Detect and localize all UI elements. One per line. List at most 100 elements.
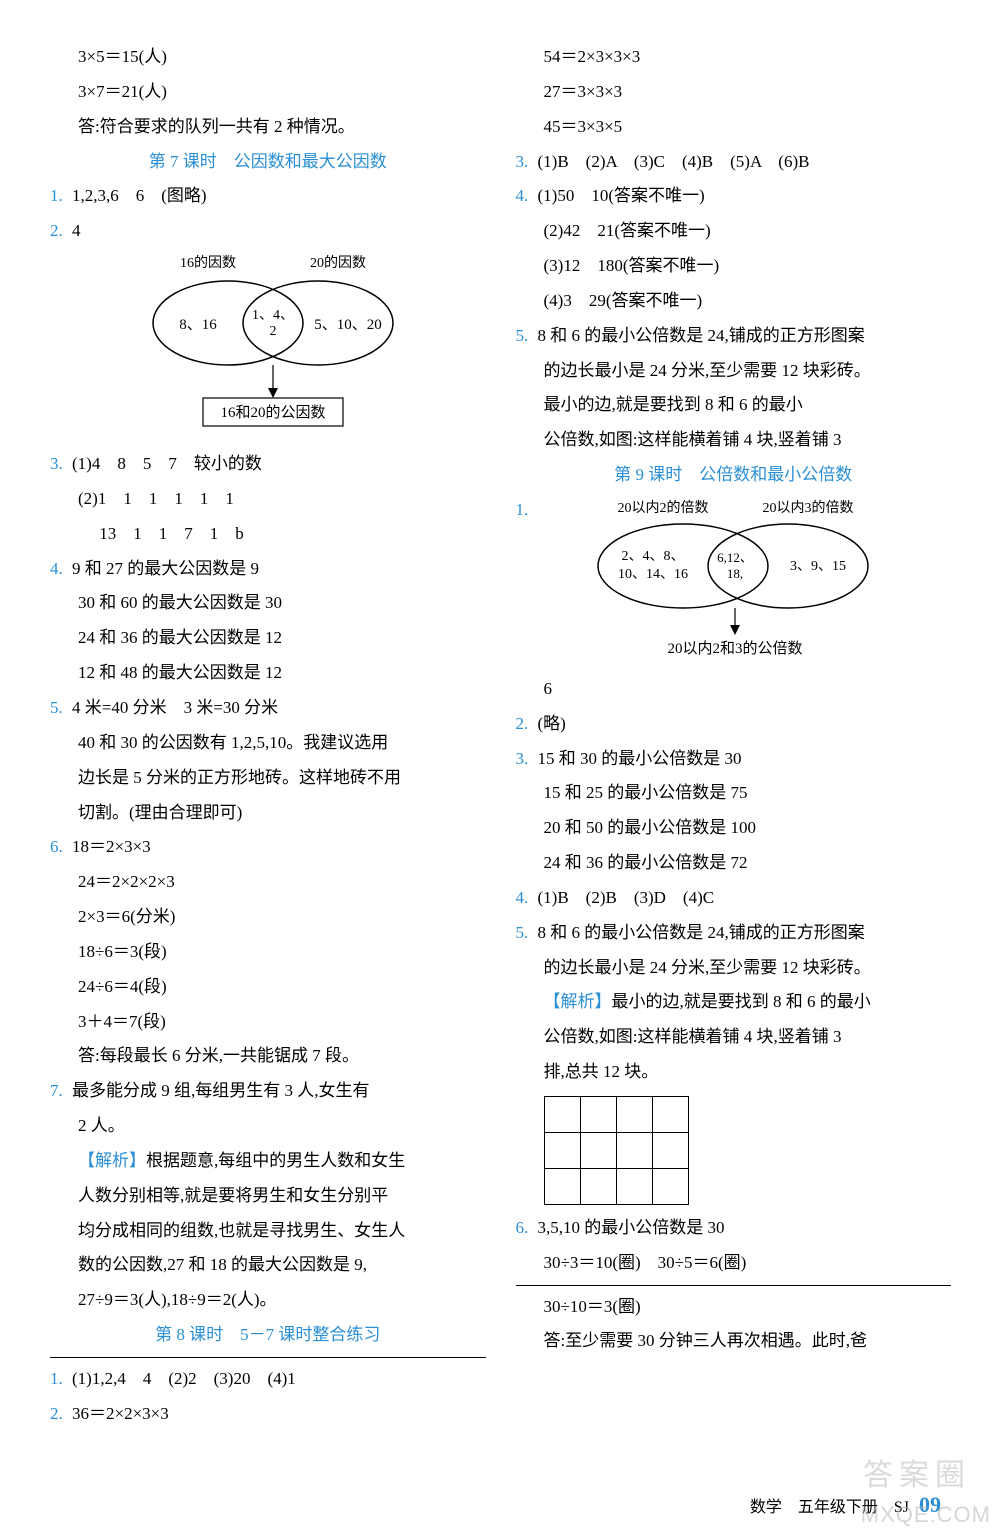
text-line: 3×7＝21(人) bbox=[50, 75, 486, 110]
item-number: 1. bbox=[50, 179, 72, 214]
text-line: 24 和 36 的最大公因数是 12 bbox=[50, 621, 486, 656]
item-number: 5. bbox=[516, 319, 538, 354]
item-number: 2. bbox=[516, 707, 538, 742]
answer-text: 4 米=40 分米 3 米=30 分米 bbox=[72, 698, 278, 717]
venn2-left-a: 2、4、8、 bbox=[622, 549, 685, 564]
answer-2r: 2.(略) bbox=[516, 707, 952, 742]
answer-4r: 4.(1)50 10(答案不唯一) bbox=[516, 179, 952, 214]
venn-left-set: 8、16 bbox=[179, 317, 217, 333]
analysis-label: 【解析】 bbox=[78, 1151, 146, 1170]
text-line: 54＝2×3×3×3 bbox=[516, 40, 952, 75]
venn-box-text: 16和20的公因数 bbox=[220, 404, 325, 421]
answer-text: 最多能分成 9 组,每组男生有 3 人,女生有 bbox=[72, 1081, 370, 1100]
text-line: 的边长最小是 24 分米,至少需要 12 块彩砖。 bbox=[516, 354, 952, 389]
text-line: 18÷6＝3(段) bbox=[50, 935, 486, 970]
text-line: 30÷10＝3(圈) bbox=[516, 1290, 952, 1325]
venn-diagram-2: 20以内2的倍数 20以内3的倍数 2、4、8、 10、14、16 6,12、 … bbox=[516, 498, 952, 668]
grid-table bbox=[544, 1096, 689, 1205]
answer-1b: 1.(1)1,2,4 4 (2)2 (3)20 (4)1 bbox=[50, 1362, 486, 1397]
item-number: 2. bbox=[50, 214, 72, 249]
text-line: 排,总共 12 块。 bbox=[516, 1055, 952, 1090]
analysis-label: 【解析】 bbox=[544, 992, 612, 1011]
answer-2b: 2.36＝2×2×3×3 bbox=[50, 1397, 486, 1432]
text-line: (4)3 29(答案不唯一) bbox=[516, 284, 952, 319]
item-number: 5. bbox=[50, 691, 72, 726]
text-line: 答:符合要求的队列一共有 2 种情况。 bbox=[50, 110, 486, 145]
text-line: 45＝3×3×5 bbox=[516, 110, 952, 145]
text-line: (3)12 180(答案不唯一) bbox=[516, 249, 952, 284]
text-line: 24＝2×2×2×3 bbox=[50, 865, 486, 900]
grid-4x3 bbox=[544, 1096, 952, 1205]
answer-text: (1)1,2,4 4 (2)2 (3)20 (4)1 bbox=[72, 1369, 296, 1388]
answer-text: (1)50 10(答案不唯一) bbox=[538, 186, 705, 205]
answer-5r2: 5.8 和 6 的最小公倍数是 24,铺成的正方形图案 bbox=[516, 916, 952, 951]
venn-left-label: 16的因数 bbox=[180, 255, 236, 271]
item-number: 6. bbox=[50, 830, 72, 865]
item-number: 3. bbox=[516, 145, 538, 180]
venn-svg-2: 20以内2的倍数 20以内3的倍数 2、4、8、 10、14、16 6,12、 … bbox=[563, 498, 903, 668]
answer-2: 2.4 bbox=[50, 214, 486, 249]
text-line: 数的公因数,27 和 18 的最大公因数是 9, bbox=[50, 1248, 486, 1283]
text-line: 30÷3＝10(圈) 30÷5＝6(圈) bbox=[516, 1246, 952, 1281]
item-number: 3. bbox=[50, 447, 72, 482]
section-heading-9: 第 9 课时 公倍数和最小公倍数 bbox=[516, 458, 952, 493]
text-line: 人数分别相等,就是要将男生和女生分别平 bbox=[50, 1179, 486, 1214]
venn2-mid-b: 18, bbox=[727, 566, 743, 581]
item-number: 4. bbox=[50, 552, 72, 587]
answer-text: 4 bbox=[72, 221, 81, 240]
item-number: 3. bbox=[516, 742, 538, 777]
text-line: 27÷9＝3(人),18÷9＝2(人)。 bbox=[50, 1283, 486, 1318]
text-line: 均分成相同的组数,也就是寻找男生、女生人 bbox=[50, 1214, 486, 1249]
answer-text: 9 和 27 的最大公因数是 9 bbox=[72, 559, 259, 578]
left-column: 3×5＝15(人) 3×7＝21(人) 答:符合要求的队列一共有 2 种情况。 … bbox=[50, 40, 486, 1432]
answer-text: (1)4 8 5 7 较小的数 bbox=[72, 454, 262, 473]
text-line: 2 人。 bbox=[50, 1109, 486, 1144]
answer-text: (略) bbox=[538, 714, 566, 733]
venn-diagram-1: 16的因数 20的因数 8、16 1、4、 2 5、10、20 16和20的公因… bbox=[50, 253, 486, 443]
venn-mid-top: 1、4、 bbox=[252, 308, 294, 323]
text-line: 15 和 25 的最小公倍数是 75 bbox=[516, 776, 952, 811]
answer-text: 36＝2×2×3×3 bbox=[72, 1404, 169, 1423]
text-line: (2)42 21(答案不唯一) bbox=[516, 214, 952, 249]
venn2-mid-a: 6,12、 bbox=[717, 550, 753, 565]
item-number: 1. bbox=[50, 1362, 72, 1397]
analysis-line: 【解析】最小的边,就是要找到 8 和 6 的最小 bbox=[516, 985, 952, 1020]
text-line: 最小的边,就是要找到 8 和 6 的最小 bbox=[516, 388, 952, 423]
text-line: 13 1 1 7 1 b bbox=[50, 517, 486, 552]
venn-right-label: 20的因数 bbox=[310, 255, 366, 271]
text-line: 公倍数,如图:这样能横着铺 4 块,竖着铺 3 bbox=[516, 423, 952, 458]
answer-4r2: 4.(1)B (2)B (3)D (4)C bbox=[516, 881, 952, 916]
analysis-line: 【解析】根据题意,每组中的男生人数和女生 bbox=[50, 1144, 486, 1179]
venn-svg: 16的因数 20的因数 8、16 1、4、 2 5、10、20 16和20的公因… bbox=[108, 253, 428, 443]
item-number: 5. bbox=[516, 916, 538, 951]
horizontal-rule bbox=[50, 1357, 486, 1358]
watermark-en: MXQE.COM bbox=[861, 1502, 991, 1528]
text-line: 27＝3×3×3 bbox=[516, 75, 952, 110]
venn2-right: 3、9、15 bbox=[790, 559, 846, 574]
analysis-text: 最小的边,就是要找到 8 和 6 的最小 bbox=[612, 992, 871, 1011]
horizontal-rule bbox=[516, 1285, 952, 1286]
text-line: 40 和 30 的公因数有 1,2,5,10。我建议选用 bbox=[50, 726, 486, 761]
venn-ellipse-left bbox=[153, 281, 303, 365]
item-number: 6. bbox=[516, 1211, 538, 1246]
text-line: 2×3＝6(分米) bbox=[50, 900, 486, 935]
text-line: 24÷6＝4(段) bbox=[50, 970, 486, 1005]
venn-mid-bot: 2 bbox=[269, 324, 276, 339]
answer-text: 3,5,10 的最小公倍数是 30 bbox=[538, 1218, 725, 1237]
item-number: 4. bbox=[516, 179, 538, 214]
item-number: 2. bbox=[50, 1397, 72, 1432]
text-line: (2)1 1 1 1 1 1 bbox=[50, 482, 486, 517]
text-line: 边长是 5 分米的正方形地砖。这样地砖不用 bbox=[50, 761, 486, 796]
venn2-left-label: 20以内2的倍数 bbox=[618, 500, 709, 516]
text-line: 3×5＝15(人) bbox=[50, 40, 486, 75]
venn-right-set: 5、10、20 bbox=[314, 317, 382, 333]
venn2-right-label: 20以内3的倍数 bbox=[763, 500, 854, 516]
text-line: 切割。(理由合理即可) bbox=[50, 796, 486, 831]
answer-text: 15 和 30 的最小公倍数是 30 bbox=[538, 749, 742, 768]
text-line: 12 和 48 的最大公因数是 12 bbox=[50, 656, 486, 691]
text-line: 24 和 36 的最小公倍数是 72 bbox=[516, 846, 952, 881]
venn2-arrow-head bbox=[730, 625, 740, 635]
answer-text: 8 和 6 的最小公倍数是 24,铺成的正方形图案 bbox=[538, 923, 865, 942]
text-line: 的边长最小是 24 分米,至少需要 12 块彩砖。 bbox=[516, 951, 952, 986]
answer-6: 6.18＝2×3×3 bbox=[50, 830, 486, 865]
